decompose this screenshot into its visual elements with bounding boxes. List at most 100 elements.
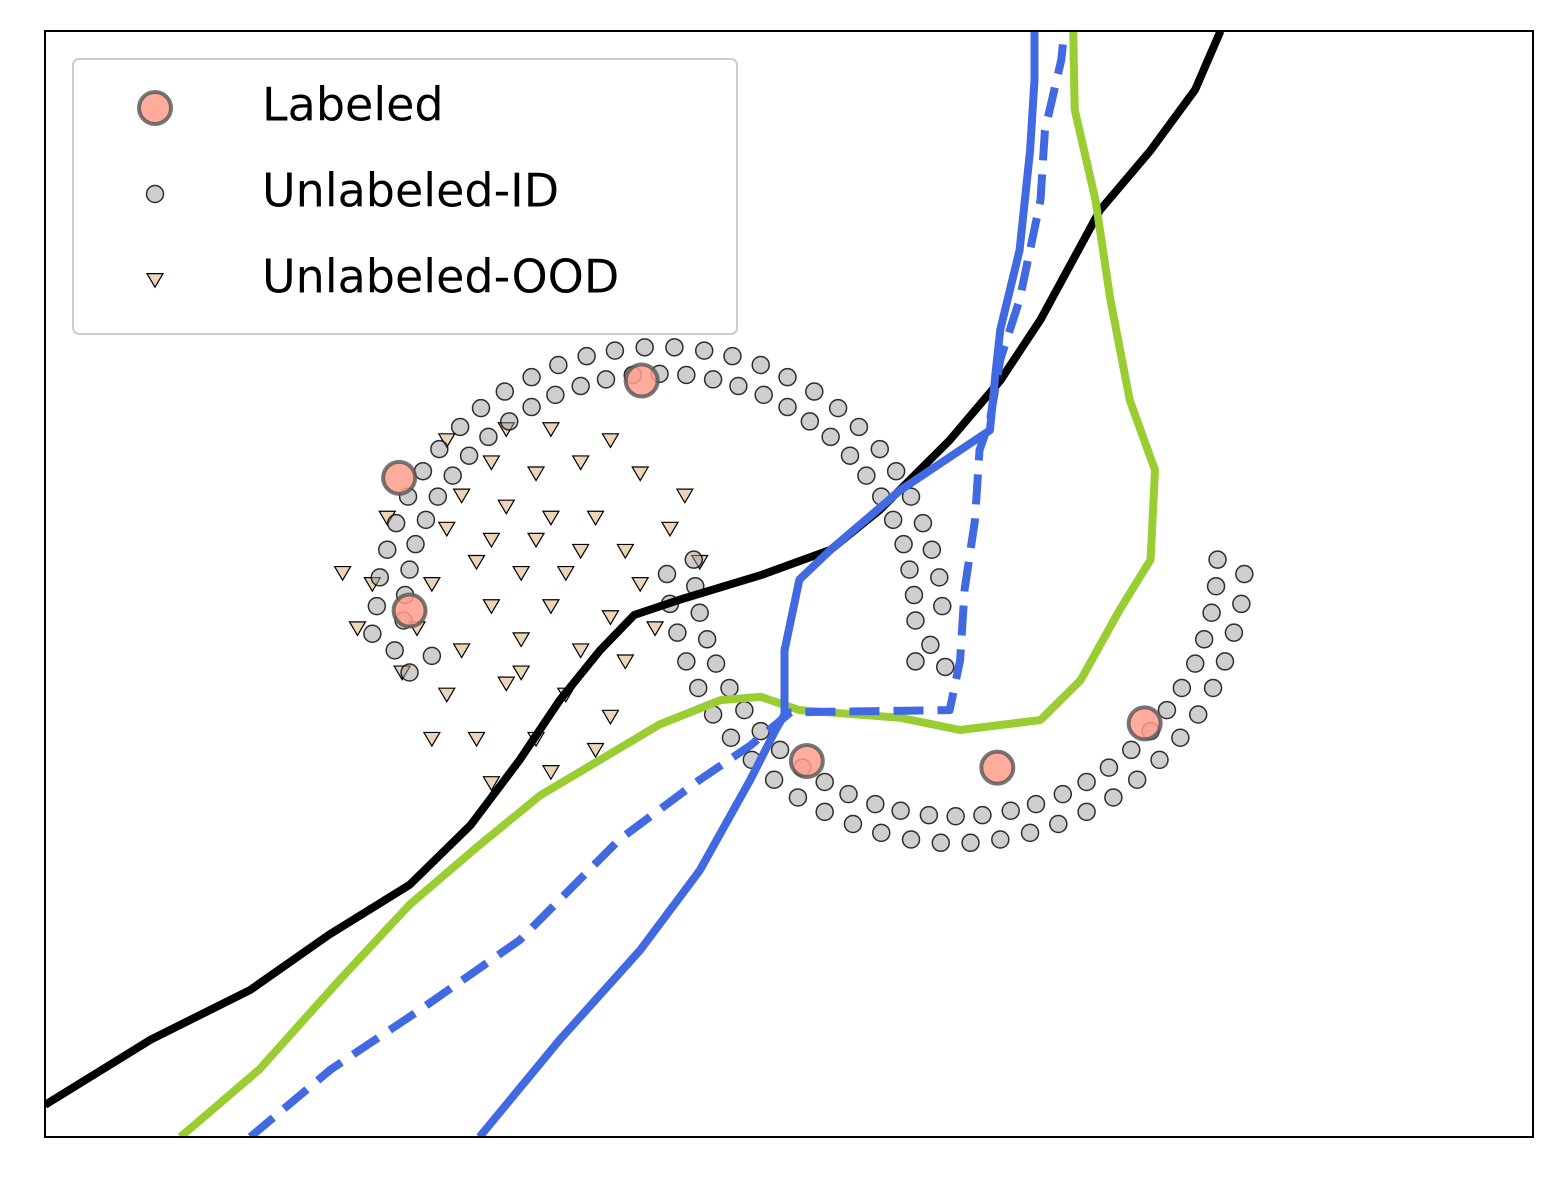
data-point: [931, 833, 951, 853]
data-point: [601, 433, 620, 449]
boundary-line: [177, 31, 1159, 1137]
data-point: [688, 678, 708, 698]
data-point: [930, 568, 949, 587]
data-point: [556, 565, 575, 582]
legend-marker: [145, 273, 165, 289]
data-point: [668, 623, 687, 642]
data-point: [1150, 750, 1169, 770]
data-point: [721, 728, 741, 747]
data-point: [900, 560, 919, 579]
data-point: [512, 565, 531, 582]
data-point: [1049, 814, 1068, 834]
data-point: [623, 362, 660, 399]
data-point: [866, 794, 885, 814]
legend-marker: [145, 184, 165, 204]
data-point: [805, 382, 824, 401]
data-point: [443, 466, 462, 485]
data-point: [601, 610, 620, 626]
data-point: [788, 742, 825, 779]
axes-frame: [44, 30, 1534, 1138]
data-point: [815, 802, 834, 822]
data-point: [1077, 772, 1096, 792]
data-point: [428, 487, 448, 506]
data-point: [1172, 678, 1192, 698]
data-point: [546, 385, 565, 405]
data-point: [821, 427, 840, 447]
data-point: [1001, 801, 1020, 820]
data-point: [697, 630, 717, 649]
data-point: [541, 510, 560, 527]
data-point: [571, 543, 590, 560]
data-point: [430, 439, 449, 459]
data-point: [1077, 802, 1096, 822]
data-point: [723, 346, 742, 366]
legend-label: Unlabeled-ID: [262, 164, 559, 218]
data-point: [400, 663, 419, 682]
data-point: [843, 814, 863, 834]
data-point: [1224, 623, 1244, 642]
data-point: [703, 370, 723, 389]
data-point: [690, 603, 709, 623]
legend: Labeled Unlabeled-ID Unlabeled-OOD: [72, 58, 738, 335]
data-point: [1026, 794, 1046, 814]
data-point: [778, 397, 797, 417]
data-point: [706, 654, 726, 673]
data-point: [1202, 603, 1221, 623]
data-point: [764, 770, 784, 790]
data-point: [870, 439, 890, 459]
data-point: [526, 466, 546, 482]
data-point: [495, 382, 515, 401]
legend-marker: [137, 90, 173, 126]
data-point: [391, 592, 428, 629]
data-point: [422, 646, 442, 666]
data-point: [400, 560, 419, 579]
data-point: [386, 513, 406, 533]
data-point: [894, 534, 913, 554]
data-point: [828, 398, 848, 418]
data-point: [922, 540, 942, 559]
data-point: [991, 830, 1010, 849]
data-point: [541, 599, 560, 615]
boundary-line: [247, 31, 1069, 1137]
data-point: [872, 823, 891, 843]
data-point: [973, 805, 992, 825]
data-point: [729, 376, 748, 396]
data-point: [416, 510, 436, 530]
data-point: [1215, 652, 1235, 671]
data-point: [735, 700, 754, 720]
data-point: [1171, 728, 1190, 747]
data-point: [904, 585, 924, 605]
data-point: [377, 540, 397, 559]
data-point: [646, 621, 665, 637]
data-point: [605, 341, 625, 360]
legend-label: Unlabeled-OOD: [262, 250, 619, 304]
data-point: [422, 577, 441, 593]
data-point: [631, 577, 650, 593]
data-point: [1020, 823, 1040, 843]
data-point: [467, 554, 486, 571]
data-point: [635, 338, 654, 357]
data-point: [886, 461, 906, 481]
data-point: [1053, 784, 1073, 804]
data-point: [883, 510, 903, 530]
data-point: [452, 488, 471, 504]
data-point: [512, 632, 531, 648]
boundary-line: [45, 31, 1225, 1109]
data-point: [1127, 770, 1147, 790]
data-point: [788, 788, 808, 807]
data-point: [526, 532, 546, 549]
data-point: [1206, 576, 1226, 596]
data-point: [901, 830, 921, 849]
data-point: [901, 487, 921, 506]
legend-box: [72, 58, 738, 335]
data-point: [586, 742, 605, 759]
data-point: [961, 833, 980, 853]
data-point: [1121, 740, 1141, 760]
data-point: [677, 365, 696, 385]
boundary-line: [476, 31, 1039, 1137]
data-point: [1232, 594, 1251, 614]
data-point: [694, 341, 714, 360]
data-point: [601, 709, 620, 726]
data-point: [385, 641, 404, 660]
